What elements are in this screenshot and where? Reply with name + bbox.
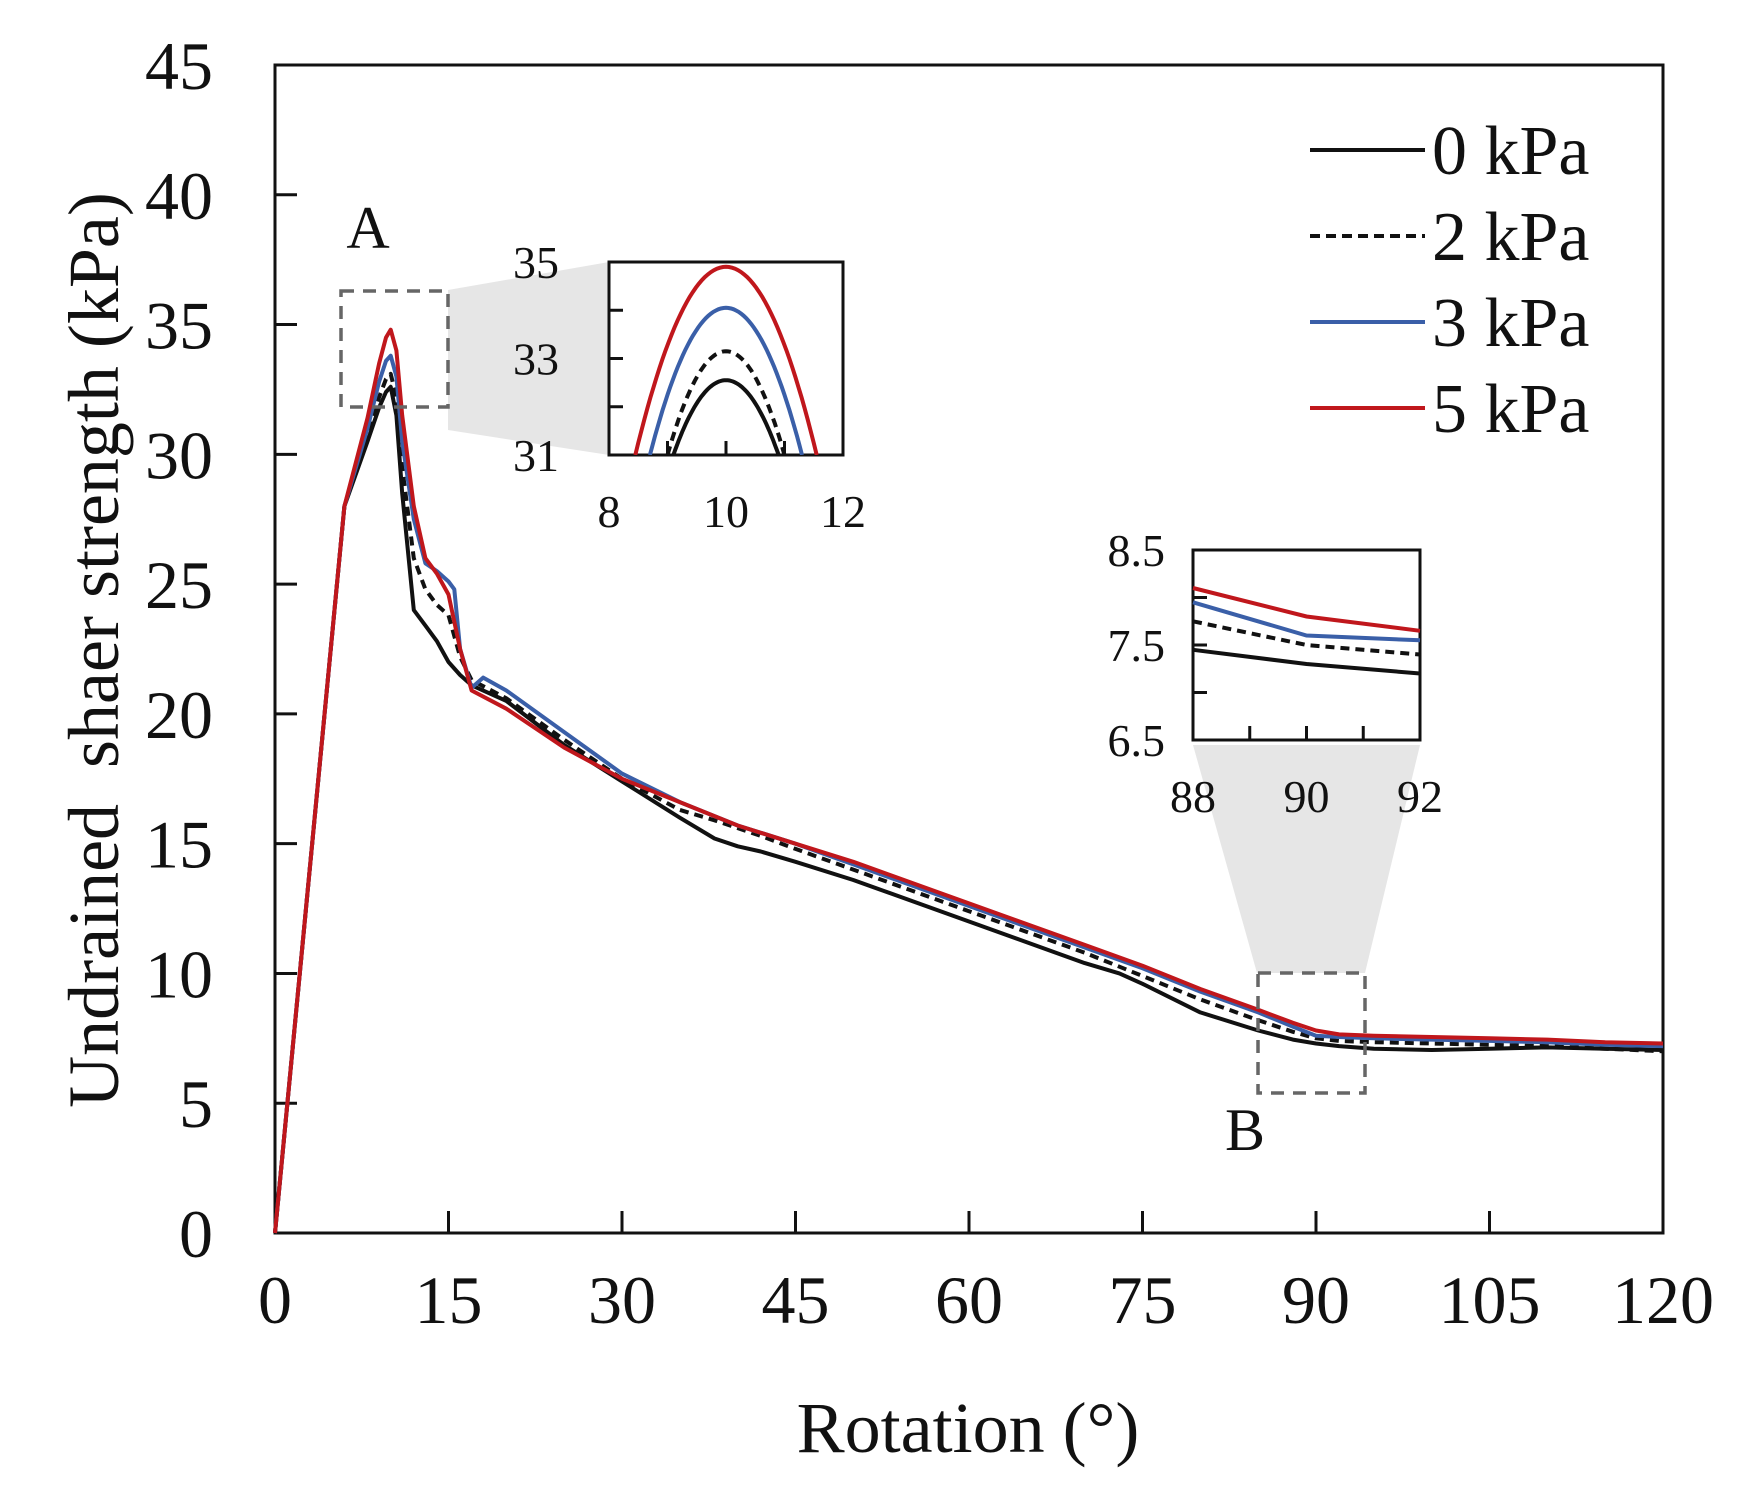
inset-a: 31 33 35 8 10 12: [513, 237, 866, 537]
y-tick-label: 20: [145, 677, 213, 753]
main-ticks: 0 15 30 45 60 75 90 105 120 0 5 10 15 20 25 30 35 40 45: [145, 28, 1714, 1338]
inset-a-y-label: 35: [513, 237, 559, 288]
inset-b-y-label: 8.5: [1108, 525, 1166, 576]
legend-label-0kpa: 0 kPa: [1432, 113, 1590, 190]
main-series: [273, 327, 1664, 1234]
y-tick-label: 15: [145, 807, 213, 883]
legend-label-3kpa: 3 kPa: [1432, 285, 1590, 362]
legend-label-5kpa: 5 kPa: [1432, 371, 1590, 448]
series-line-2kpa: [273, 371, 1664, 1234]
series-line-3kpa: [273, 353, 1664, 1234]
x-tick-label: 30: [588, 1262, 656, 1338]
annotation-label-a: A: [346, 195, 389, 261]
inset-b-x-label: 88: [1170, 771, 1216, 822]
inset-b-x-label: 90: [1284, 771, 1330, 822]
y-tick-label: 5: [179, 1066, 213, 1142]
y-tick-label: 10: [145, 936, 213, 1012]
x-tick-label: 90: [1282, 1262, 1350, 1338]
series-line-5kpa: [273, 327, 1664, 1234]
y-tick-label: 30: [145, 417, 213, 493]
y-tick-label: 45: [145, 28, 213, 104]
inset-a-line-0kpa: [671, 378, 781, 455]
x-tick-label: 15: [415, 1262, 483, 1338]
x-axis-title: Rotation (°): [797, 1388, 1140, 1468]
y-tick-label: 35: [145, 288, 213, 364]
y-tick-label: 25: [145, 547, 213, 623]
inset-b-line-5kpa: [1192, 586, 1421, 633]
x-tick-label: 0: [258, 1262, 292, 1338]
y-tick-label: 40: [145, 158, 213, 234]
inset-a-x-label: 10: [703, 486, 749, 537]
inset-a-line-5kpa: [633, 264, 819, 455]
x-tick-label: 75: [1109, 1262, 1177, 1338]
zoom-connector-a: [448, 262, 609, 455]
inset-a-line-2kpa: [665, 349, 787, 455]
inset-b: 6.5 7.5 8.5 88 90 92: [1108, 525, 1444, 822]
inset-b-y-label: 6.5: [1108, 715, 1166, 766]
x-tick-label: 105: [1439, 1262, 1541, 1338]
x-tick-label: 45: [762, 1262, 830, 1338]
inset-a-y-label: 31: [513, 430, 559, 481]
inset-a-y-label: 33: [513, 334, 559, 385]
zoom-connector-b: [1193, 745, 1420, 973]
inset-b-line-0kpa: [1192, 647, 1421, 676]
inset-b-line-3kpa: [1192, 600, 1421, 643]
annotation-label-b: B: [1225, 1097, 1265, 1163]
inset-a-x-label: 12: [820, 486, 866, 537]
series-line-0kpa: [273, 384, 1664, 1234]
zoom-box-a: [339, 289, 450, 409]
inset-b-y-label: 7.5: [1108, 620, 1166, 671]
inset-a-x-label: 8: [598, 486, 621, 537]
x-tick-label: 120: [1612, 1262, 1714, 1338]
inset-b-x-label: 92: [1397, 771, 1443, 822]
y-tick-label: 0: [179, 1196, 213, 1272]
inset-b-line-2kpa: [1192, 619, 1421, 657]
legend-label-2kpa: 2 kPa: [1432, 199, 1590, 276]
zoom-box-b: [1256, 971, 1367, 1095]
legend: 0 kPa 2 kPa 3 kPa 5 kPa: [1310, 113, 1590, 448]
y-axis-title: Undrained shaer strength (kPa): [54, 192, 134, 1108]
x-tick-label: 60: [935, 1262, 1003, 1338]
inset-a-line-3kpa: [647, 305, 804, 455]
